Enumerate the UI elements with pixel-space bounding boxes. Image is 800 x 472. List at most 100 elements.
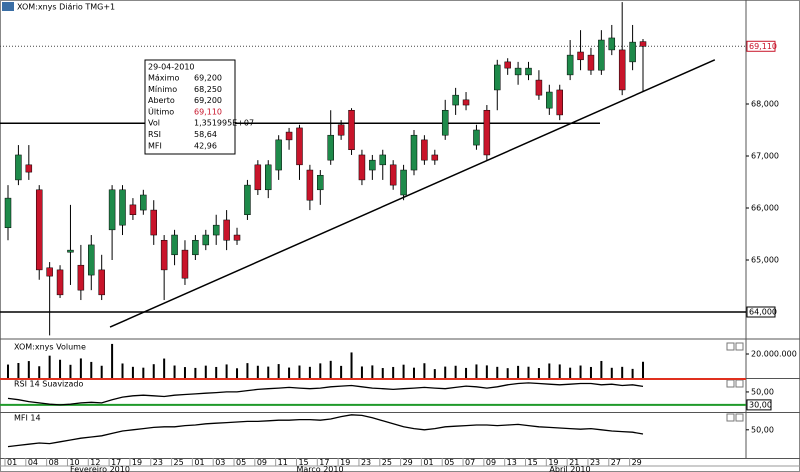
candle-body <box>244 184 251 216</box>
volume-bar <box>131 366 134 378</box>
info-value: 42,96 <box>194 141 217 150</box>
volume-bar <box>38 366 41 378</box>
candle-body <box>618 49 626 91</box>
volume-bar <box>340 365 343 378</box>
candle-body <box>639 41 647 47</box>
info-name: Mínimo <box>148 85 177 94</box>
volume-bar <box>329 360 332 378</box>
volume-bar <box>48 355 51 378</box>
month-label: Março 2010 <box>296 465 343 472</box>
pane-button[interactable] <box>726 342 735 351</box>
candle-body <box>379 154 387 166</box>
x-tick-label: 23 <box>361 458 371 467</box>
candle-body <box>483 109 491 156</box>
volume-bar <box>579 365 582 378</box>
volume-bar <box>59 359 62 378</box>
chart-title: XOM:xnys Diário TMG+1 <box>17 3 115 12</box>
level-label-box <box>746 306 776 318</box>
x-tick-label: 15 <box>528 458 538 467</box>
info-value: 69,110 <box>194 107 222 116</box>
volume-bar <box>90 361 93 378</box>
x-tick-label: 01 <box>7 458 17 467</box>
y-tick-label: 68,000 <box>751 100 779 109</box>
candle-body <box>337 124 345 136</box>
pane-button[interactable] <box>735 413 744 422</box>
candle-body <box>160 239 168 271</box>
candle-body <box>233 234 241 241</box>
candle-body <box>462 99 470 106</box>
candle-body <box>514 67 522 76</box>
pane-button[interactable] <box>726 413 735 422</box>
pane-button[interactable] <box>726 379 735 388</box>
candle-body <box>400 169 407 196</box>
info-value: 58,64 <box>194 130 217 139</box>
volume-bar <box>423 363 426 378</box>
volume-bar <box>215 366 218 378</box>
candle-body <box>525 67 532 76</box>
candle-body <box>67 249 74 253</box>
volume-bar <box>204 365 207 378</box>
x-tick-label: 11 <box>278 458 288 467</box>
candle-body <box>285 131 293 141</box>
candle-body <box>535 79 543 96</box>
volume-bar <box>288 367 291 378</box>
volume-bar <box>496 366 499 378</box>
candle-body <box>4 197 12 229</box>
volume-bar <box>506 368 509 378</box>
candle-body <box>556 89 563 116</box>
candle-body <box>566 54 574 76</box>
volume-bar <box>100 365 103 378</box>
info-name: Último <box>148 105 174 116</box>
volume-bar <box>412 367 415 378</box>
info-value: 1,351995E+07 <box>194 119 254 128</box>
volume-bar <box>485 365 488 378</box>
candle-body <box>171 234 178 256</box>
candle-body <box>358 154 366 181</box>
volume-bar <box>163 358 166 378</box>
candle-body <box>108 189 116 231</box>
x-tick-label: 19 <box>132 458 142 467</box>
pane-button[interactable] <box>735 342 744 351</box>
candle-body <box>88 244 95 276</box>
volume-bar <box>527 366 530 378</box>
y-tick-label: 65,000 <box>751 256 779 265</box>
x-tick-label: 23 <box>590 458 600 467</box>
y-tick-label: 66,000 <box>751 204 779 213</box>
candle-body <box>504 61 511 69</box>
volume-bar <box>465 367 468 378</box>
candle-body <box>212 224 220 236</box>
info-value: 69,200 <box>194 74 222 83</box>
volume-bar <box>152 364 155 378</box>
y-tick-label: 20.000.000 <box>751 350 797 359</box>
candle-body <box>348 109 355 151</box>
candle-body <box>598 39 605 71</box>
x-tick-label: 09 <box>486 458 496 467</box>
candle-body <box>306 169 314 201</box>
volume-bar <box>548 363 551 378</box>
volume-bar <box>444 366 447 378</box>
volume-bar <box>610 367 613 378</box>
candle-body <box>15 154 22 181</box>
candle-body <box>629 41 636 63</box>
volume-bar <box>642 361 645 378</box>
x-tick-label: 13 <box>507 458 517 467</box>
x-tick-label: 12 <box>90 458 100 467</box>
x-tick-label: 01 <box>423 458 433 467</box>
candle-body <box>587 54 595 71</box>
pane-button[interactable] <box>735 379 744 388</box>
info-name: MFI <box>148 141 162 150</box>
volume-bar <box>319 363 322 378</box>
pane-title: RSI 14 Suavizado <box>14 380 83 389</box>
candle-body <box>35 189 43 271</box>
candle-body <box>202 234 210 246</box>
volume-bar <box>79 358 82 378</box>
level-label-box <box>746 399 772 411</box>
volume-bar <box>17 363 20 378</box>
month-label: Fevereiro 2010 <box>70 465 130 472</box>
info-value: 69,200 <box>194 96 222 105</box>
level-label: 30,00 <box>749 400 772 409</box>
x-tick-label: 07 <box>465 458 475 467</box>
y-tick-label: 50,00 <box>751 387 774 396</box>
